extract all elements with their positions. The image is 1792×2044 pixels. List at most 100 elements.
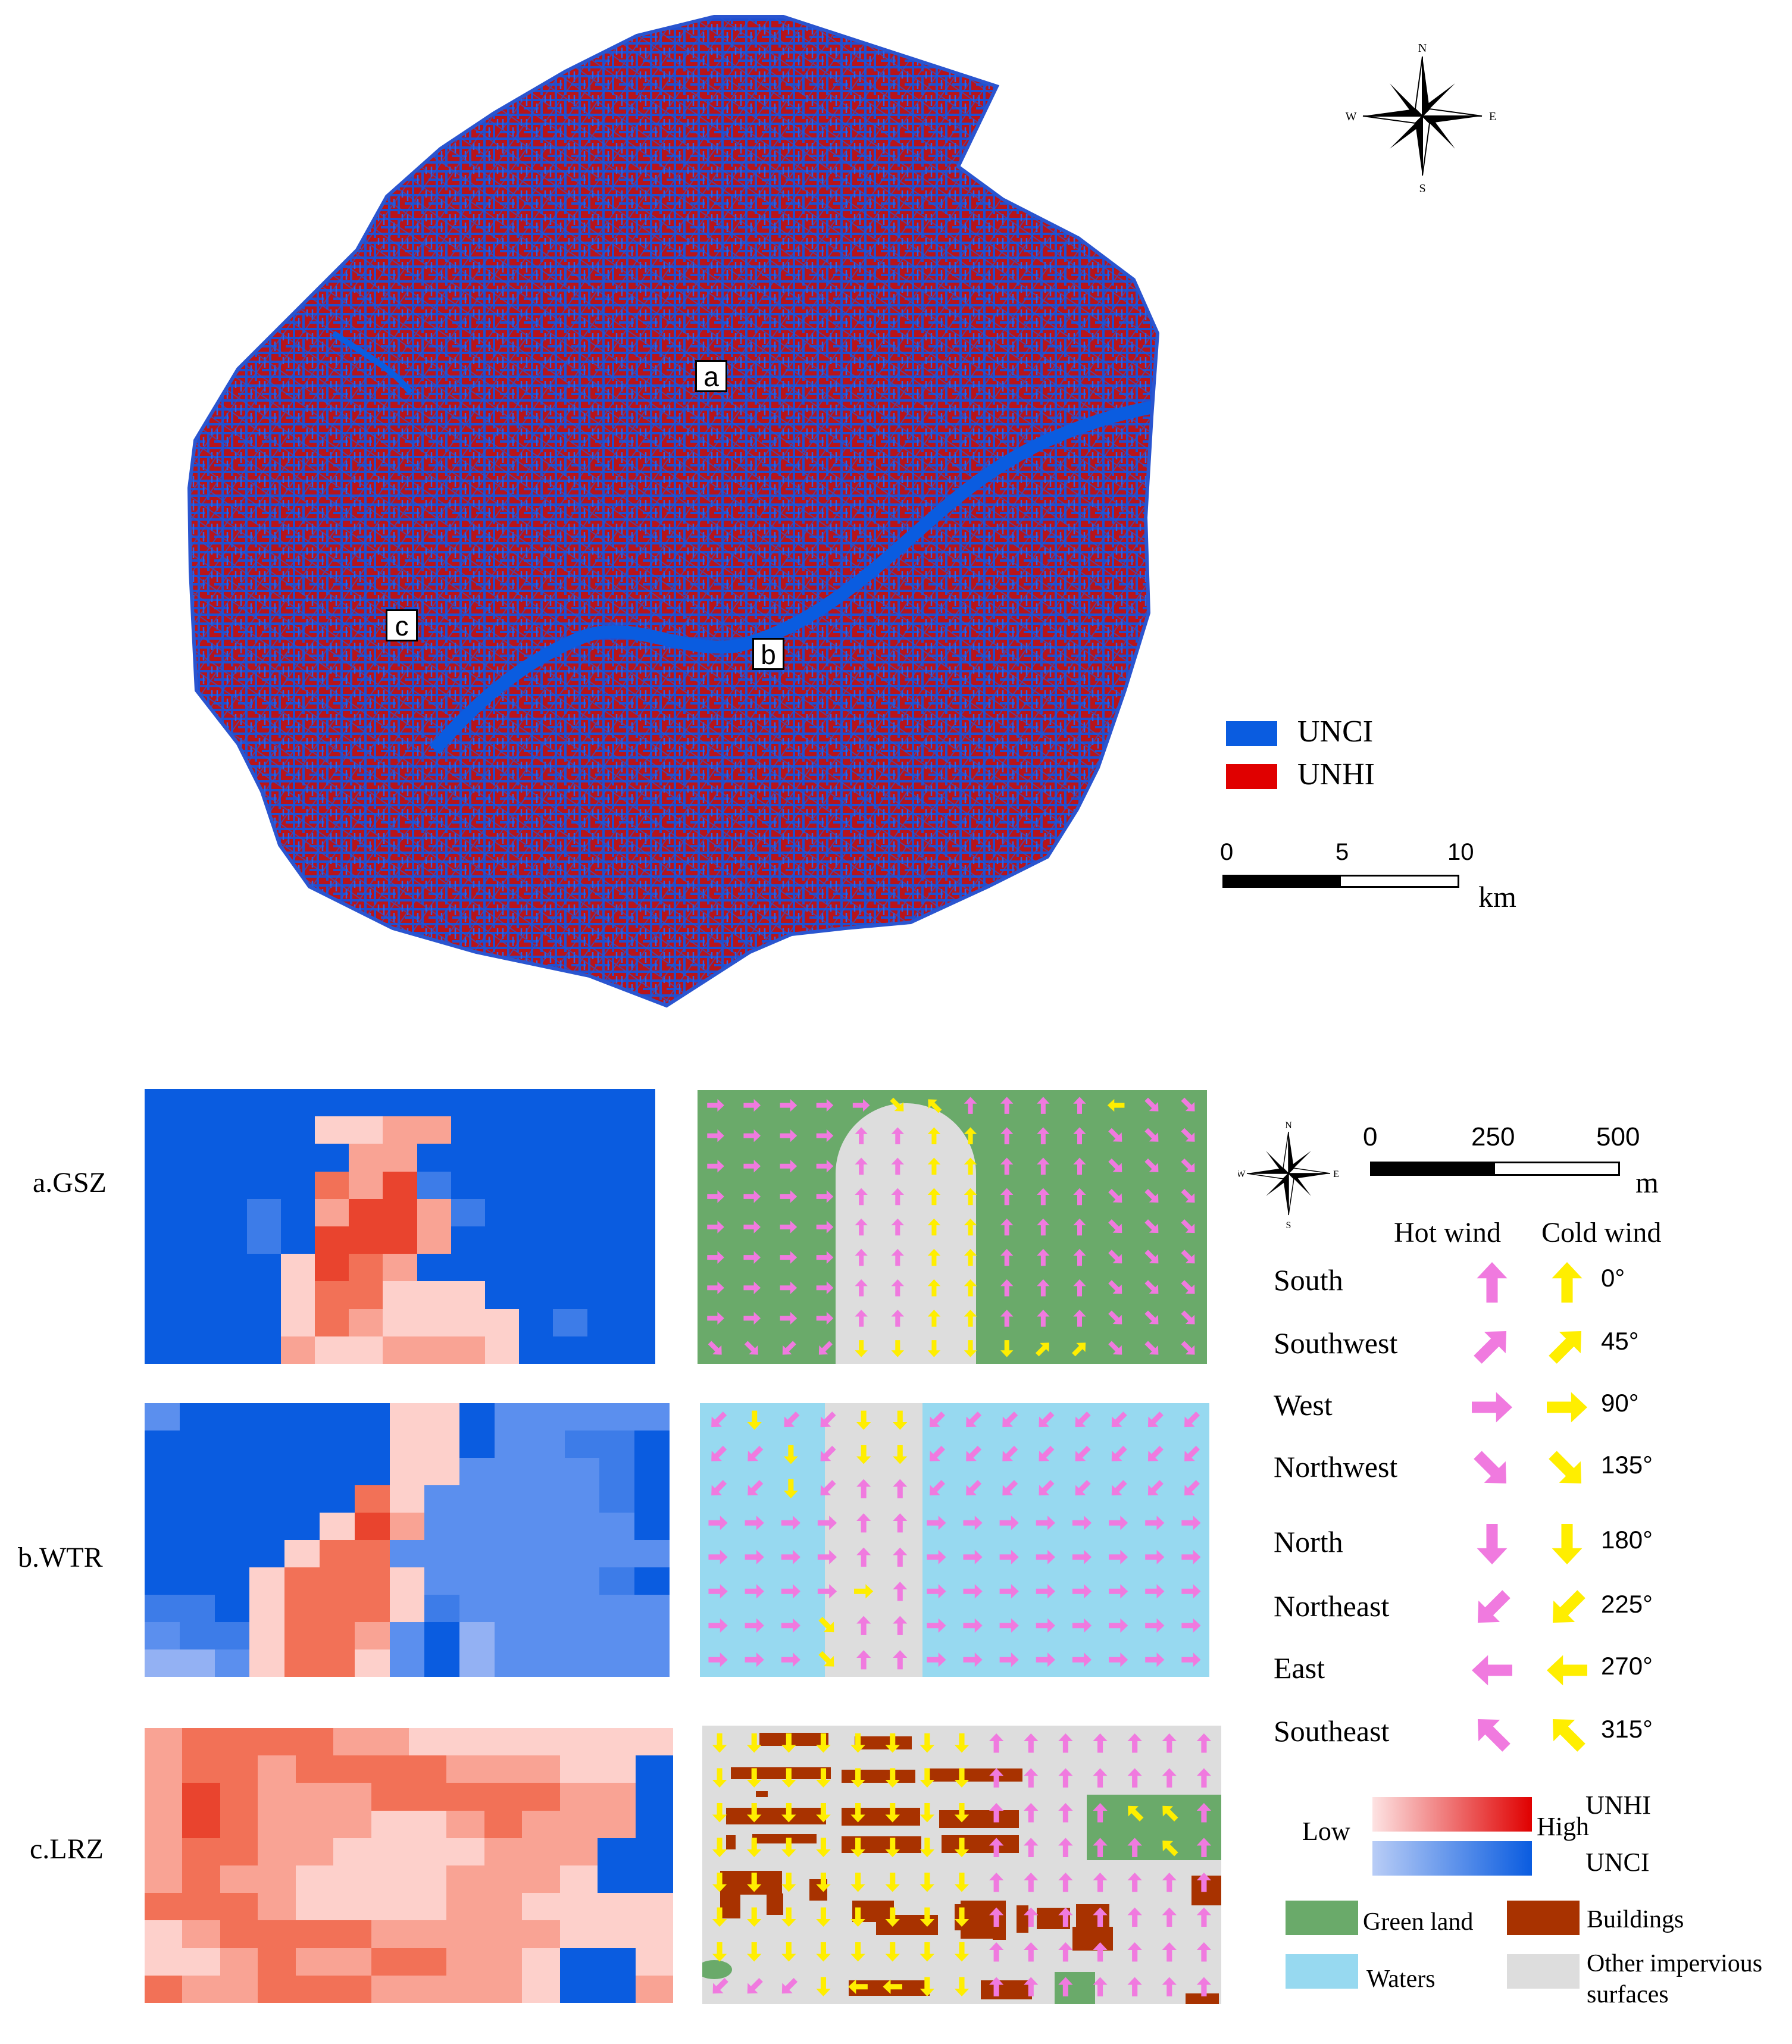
wind-arrow <box>1196 1733 1212 1753</box>
heat-cell <box>179 1567 215 1595</box>
heat-cell <box>280 1336 315 1364</box>
wind-arrow <box>1162 1942 1177 1962</box>
wind-arrow <box>1145 1584 1165 1599</box>
heat-cell <box>451 1226 485 1254</box>
heat-cell <box>354 1431 390 1458</box>
wind-arrow <box>816 1281 834 1294</box>
wind-arrow <box>707 1281 724 1294</box>
heat-cell <box>494 1595 530 1622</box>
wind-arrow <box>989 1977 1004 1997</box>
wind-arrow <box>989 1872 1004 1892</box>
heat-cell <box>179 1171 213 1199</box>
heat-cell <box>258 1728 296 1756</box>
heat-cell <box>446 1920 484 1948</box>
heat-cell <box>214 1431 250 1458</box>
dir-angle-northeast: 225° <box>1601 1590 1653 1618</box>
heat-cell <box>214 1567 250 1595</box>
wind-arrow <box>780 1129 798 1142</box>
wind-arrow <box>1144 1188 1159 1203</box>
heat-cell <box>459 1458 495 1485</box>
heat-cell <box>621 1144 655 1172</box>
wind-arrow <box>920 1872 935 1892</box>
wind-arrow <box>1075 1445 1091 1461</box>
intensity-unci-label: UNCI <box>1585 1848 1650 1877</box>
wind-arrow <box>1093 1838 1108 1858</box>
wind-arrow <box>1072 1550 1092 1564</box>
heat-cell <box>587 1254 621 1282</box>
wind-arrow <box>708 1341 722 1355</box>
wind-arrow <box>1093 1907 1108 1927</box>
heat-cell <box>383 1089 417 1117</box>
compass-small-n: N <box>1285 1120 1292 1131</box>
heat-cell <box>553 1116 587 1144</box>
heat-cell <box>519 1116 553 1144</box>
wind-arrow <box>784 1411 800 1428</box>
heat-cell <box>634 1513 670 1540</box>
city-extent <box>189 17 1158 1006</box>
wind-arrow <box>1024 1733 1039 1753</box>
wind-arrow <box>816 1129 834 1142</box>
wind-arrow <box>1145 1618 1165 1633</box>
wind-arrow <box>708 1550 728 1564</box>
wind-arrow <box>920 1907 935 1927</box>
wind-arrow <box>1036 1618 1055 1633</box>
heat-cell <box>599 1540 635 1567</box>
wind-arrow <box>1093 1977 1108 1997</box>
heat-cell <box>315 1171 349 1199</box>
heat-grid-gsz <box>145 1089 655 1364</box>
heat-cell <box>182 1783 220 1811</box>
lc-swatch-buildings <box>1507 1901 1580 1935</box>
wind-arrow <box>712 1838 727 1858</box>
heat-cell <box>145 1144 179 1172</box>
scalebar-m-tick-0: 0 <box>1363 1122 1378 1151</box>
wind-arrow <box>1109 1618 1128 1633</box>
cold-wind-southeast-icon <box>1552 1719 1585 1752</box>
wind-arrow <box>850 1768 865 1788</box>
heat-cell <box>214 1622 250 1649</box>
heat-cell <box>389 1540 425 1567</box>
heat-cell <box>220 1920 258 1948</box>
heat-cell <box>371 1975 409 2003</box>
heat-cell <box>599 1567 635 1595</box>
heat-cell <box>599 1622 635 1649</box>
heat-cell <box>295 1948 334 1976</box>
wind-arrow <box>1039 1445 1055 1461</box>
wind-arrow <box>1075 1411 1091 1428</box>
intensity-low-label: Low <box>1302 1817 1350 1846</box>
compass-n: N <box>1418 42 1427 55</box>
heat-cell <box>484 1755 523 1783</box>
heat-cell <box>179 1226 213 1254</box>
wind-arrow <box>1184 1445 1200 1461</box>
wind-arrow <box>856 1547 871 1567</box>
heat-cell <box>621 1281 655 1309</box>
wind-arrow <box>920 1733 935 1753</box>
wind-arrow <box>816 1872 831 1892</box>
dir-label-northwest: Northwest <box>1274 1450 1398 1483</box>
heat-cell <box>587 1281 621 1309</box>
heat-cell <box>246 1144 281 1172</box>
wind-arrow <box>748 1445 764 1461</box>
heat-cell <box>553 1171 587 1199</box>
heat-cell <box>424 1622 460 1649</box>
heat-cell <box>389 1595 425 1622</box>
heat-cell <box>598 1920 636 1948</box>
heat-cell <box>249 1458 285 1485</box>
heat-cell <box>179 1485 215 1513</box>
wind-arrow <box>1144 1341 1159 1355</box>
heat-cell <box>145 1254 179 1282</box>
site-marker-b: b <box>752 638 784 670</box>
wind-arrow <box>781 1618 800 1633</box>
heat-cell <box>371 1838 409 1865</box>
heat-cell <box>220 1728 258 1756</box>
heat-cell <box>319 1431 355 1458</box>
heat-cell <box>383 1309 417 1336</box>
heat-cell <box>408 1810 447 1838</box>
heat-cell <box>459 1485 495 1513</box>
wind-arrow <box>1181 1188 1195 1203</box>
heat-cell <box>371 1728 409 1756</box>
heat-cell <box>485 1309 520 1336</box>
heat-cell <box>522 1920 560 1948</box>
intensity-unhi-label: UNHI <box>1585 1791 1651 1820</box>
hot-wind-west-icon <box>1472 1392 1512 1423</box>
heat-cell <box>371 1865 409 1893</box>
